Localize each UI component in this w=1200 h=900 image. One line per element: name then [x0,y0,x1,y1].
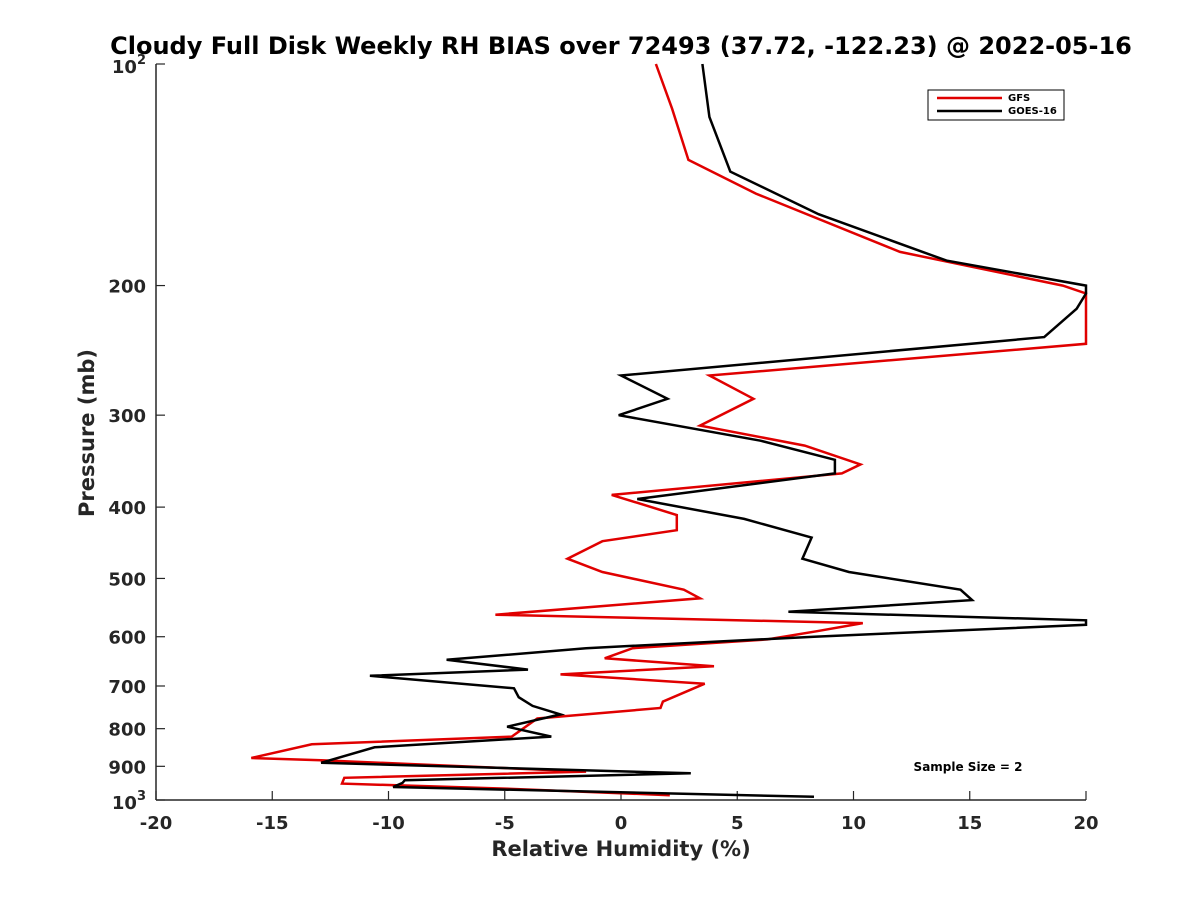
y-tick-label: 800 [108,720,146,741]
legend-box [927,89,1065,121]
x-tick-label: 0 [615,813,628,834]
x-tick-label: 15 [957,813,982,834]
plot-area: -20 -15 -10 -5 0 5 10 15 20 200 300 400 500 600 700 800… [108,53,1098,834]
x-tick-label: -10 [372,813,405,834]
series-line-goes16 [320,63,1088,799]
y-tick-label: 300 [108,406,146,427]
series-line-gfs [251,63,1088,797]
y-tick-label: 900 [108,757,146,778]
y-tick-label: 700 [108,677,146,698]
legend-label-goes: GOES-16 [1008,106,1057,117]
x-tick-label: 20 [1073,813,1098,834]
sample-size-annotation: Sample Size = 2 [914,760,1023,774]
y-axis-label: Pressure (mb) [75,349,99,517]
x-axis-label: Relative Humidity (%) [491,837,750,861]
y-top-tick-label-exponent: 2 [137,53,146,68]
x-tick-label: -20 [140,813,173,834]
x-tick-label: 5 [731,813,744,834]
x-tick-label: -15 [256,813,289,834]
x-tick-label: 10 [841,813,866,834]
y-top-tick-label: 102 [112,53,146,78]
y-tick-label: 600 [108,628,146,649]
x-tick-label: -5 [495,813,515,834]
chart-title: Cloudy Full Disk Weekly RH BIAS over 724… [110,32,1132,60]
y-tick-label: 200 [108,277,146,298]
legend: GFS GOES-16 [927,89,1065,121]
y-tick-label: 500 [108,569,146,590]
y-bottom-tick-label: 103 [112,789,146,814]
y-tick-label: 400 [108,498,146,519]
y-bottom-tick-label-exponent: 3 [137,789,146,804]
legend-label-gfs: GFS [1008,93,1030,104]
